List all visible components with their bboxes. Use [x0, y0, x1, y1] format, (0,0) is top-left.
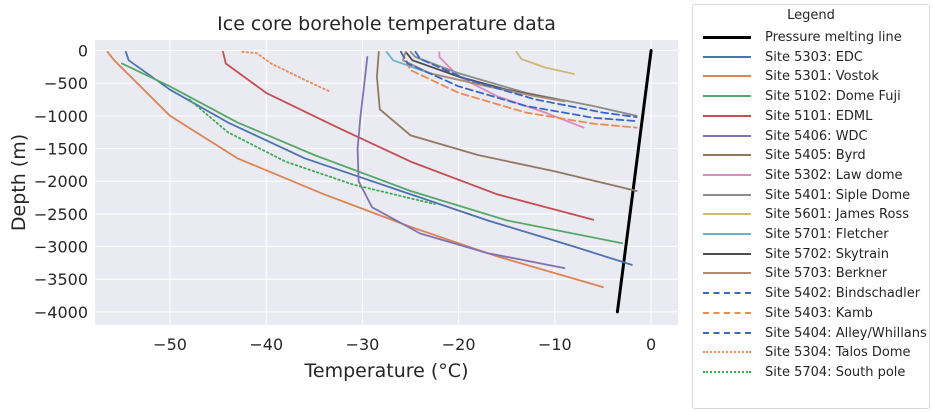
- legend-label: Site 5704: South pole: [765, 364, 906, 380]
- y-tick-label: −4000: [34, 303, 88, 322]
- legend-item: Site 5101: EDML: [693, 107, 929, 126]
- legend-label: Site 5403: Kamb: [765, 305, 873, 321]
- legend-swatch: [703, 331, 751, 334]
- y-axis-ticks: 0 −500 −1000 −1500 −2000 −2500 −3000 −3500 −4000: [34, 41, 88, 321]
- legend-swatch: [703, 154, 751, 157]
- y-tick-label: −1000: [34, 107, 88, 126]
- legend-item: Site 5302: Law dome: [693, 166, 929, 185]
- y-tick-label: −3500: [34, 270, 88, 289]
- legend-label: Site 5301: Vostok: [765, 69, 879, 85]
- x-tick-label: −10: [538, 335, 572, 354]
- series-line: [121, 62, 624, 245]
- legend: Legend Pressure melting line Site 5303: E…: [692, 4, 930, 409]
- legend-label: Site 5401: Siple Dome: [765, 187, 911, 203]
- legend-item: Site 5303: EDC: [693, 48, 929, 67]
- series-lines: [106, 49, 653, 314]
- series-line: [515, 50, 575, 75]
- legend-item: Site 5401: Siple Dome: [693, 186, 929, 205]
- legend-title: Legend: [787, 8, 835, 23]
- legend-swatch: [703, 173, 751, 176]
- legend-label: Site 5404: Alley/Whillans: [765, 325, 927, 341]
- legend-label: Site 5405: Byrd: [765, 148, 866, 164]
- legend-label: Site 5101: EDML: [765, 108, 873, 124]
- legend-swatch: [703, 55, 751, 58]
- series-line: [409, 50, 638, 117]
- legend-label: Site 5702: Skytrain: [765, 246, 889, 262]
- x-tick-label: −30: [346, 335, 380, 354]
- series-line: [399, 50, 638, 122]
- legend-swatch: [703, 75, 751, 78]
- legend-swatch: [703, 311, 751, 314]
- series-line: [222, 50, 595, 221]
- legend-item: Site 5102: Dome Fuji: [693, 87, 929, 106]
- legend-item: Site 5403: Kamb: [693, 304, 929, 323]
- legend-label: Site 5302: Law dome: [765, 167, 903, 183]
- series-line: [356, 56, 566, 270]
- y-tick-label: −500: [44, 74, 88, 93]
- y-tick-label: −1500: [34, 140, 88, 159]
- legend-swatch: [703, 95, 751, 98]
- legend-item: Site 5405: Byrd: [693, 146, 929, 165]
- legend-item: Site 5701: Fletcher: [693, 225, 929, 244]
- legend-label: Site 5102: Dome Fuji: [765, 89, 901, 105]
- series-line: [399, 50, 638, 129]
- series-line: [188, 98, 436, 206]
- x-tick-label: −50: [153, 335, 187, 354]
- legend-item: Site 5402: Bindschadler: [693, 284, 929, 303]
- legend-swatch: [703, 252, 751, 255]
- legend-swatch: [703, 213, 751, 216]
- series-line: [124, 50, 633, 266]
- legend-item: Site 5304: Talos Dome: [693, 343, 929, 362]
- legend-swatch: [703, 114, 751, 117]
- legend-swatch: [703, 370, 751, 373]
- chart-svg: −50 −40 −30 −20 −10 0 0 −500 −1000 −1500 −2000 −25…: [8, 13, 678, 382]
- y-tick-label: −3000: [34, 238, 88, 257]
- legend-swatch: [703, 233, 751, 235]
- legend-swatch: [703, 351, 751, 354]
- y-tick-label: −2000: [34, 172, 88, 191]
- legend-swatch: [703, 193, 751, 196]
- series-line: [414, 50, 638, 118]
- y-axis-label: Depth (m): [8, 134, 30, 231]
- legend-label: Site 5701: Fletcher: [765, 227, 889, 242]
- legend-label: Site 5402: Bindschadler: [765, 286, 921, 302]
- x-axis-label: Temperature (°C): [304, 360, 469, 382]
- legend-label: Site 5601: James Ross: [765, 207, 910, 223]
- legend-label: Site 5703: Berkner: [765, 266, 888, 282]
- series-line: [615, 49, 653, 314]
- legend-label: Site 5303: EDC: [765, 49, 863, 65]
- x-tick-label: −20: [442, 335, 476, 354]
- series-line: [401, 50, 566, 103]
- chart-title: Ice core borehole temperature data: [217, 13, 556, 35]
- legend-swatch: [703, 292, 751, 295]
- y-tick-label: 0: [78, 41, 88, 60]
- legend-item: Site 5601: James Ross: [693, 205, 929, 224]
- legend-item: Site 5703: Berkner: [693, 264, 929, 283]
- legend-item: Site 5704: South pole: [693, 363, 929, 382]
- x-axis-ticks: −50 −40 −30 −20 −10 0: [153, 335, 656, 354]
- legend-item: Pressure melting line: [693, 28, 929, 47]
- legend-label: Pressure melting line: [765, 30, 902, 45]
- legend-item: Site 5404: Alley/Whillans: [693, 324, 929, 343]
- legend-swatch: [703, 272, 751, 275]
- x-tick-label: −40: [249, 335, 283, 354]
- legend-label: Site 5304: Talos Dome: [765, 345, 911, 361]
- series-line: [375, 50, 638, 192]
- legend-label: Site 5406: WDC: [765, 128, 868, 144]
- legend-swatch: [703, 36, 751, 39]
- legend-item: Site 5702: Skytrain: [693, 245, 929, 264]
- series-line: [438, 51, 585, 129]
- legend-swatch: [703, 134, 751, 137]
- y-tick-label: −2500: [34, 205, 88, 224]
- legend-item: Site 5406: WDC: [693, 127, 929, 146]
- x-tick-label: 0: [646, 335, 656, 354]
- series-line: [241, 50, 330, 92]
- legend-item: Site 5301: Vostok: [693, 67, 929, 86]
